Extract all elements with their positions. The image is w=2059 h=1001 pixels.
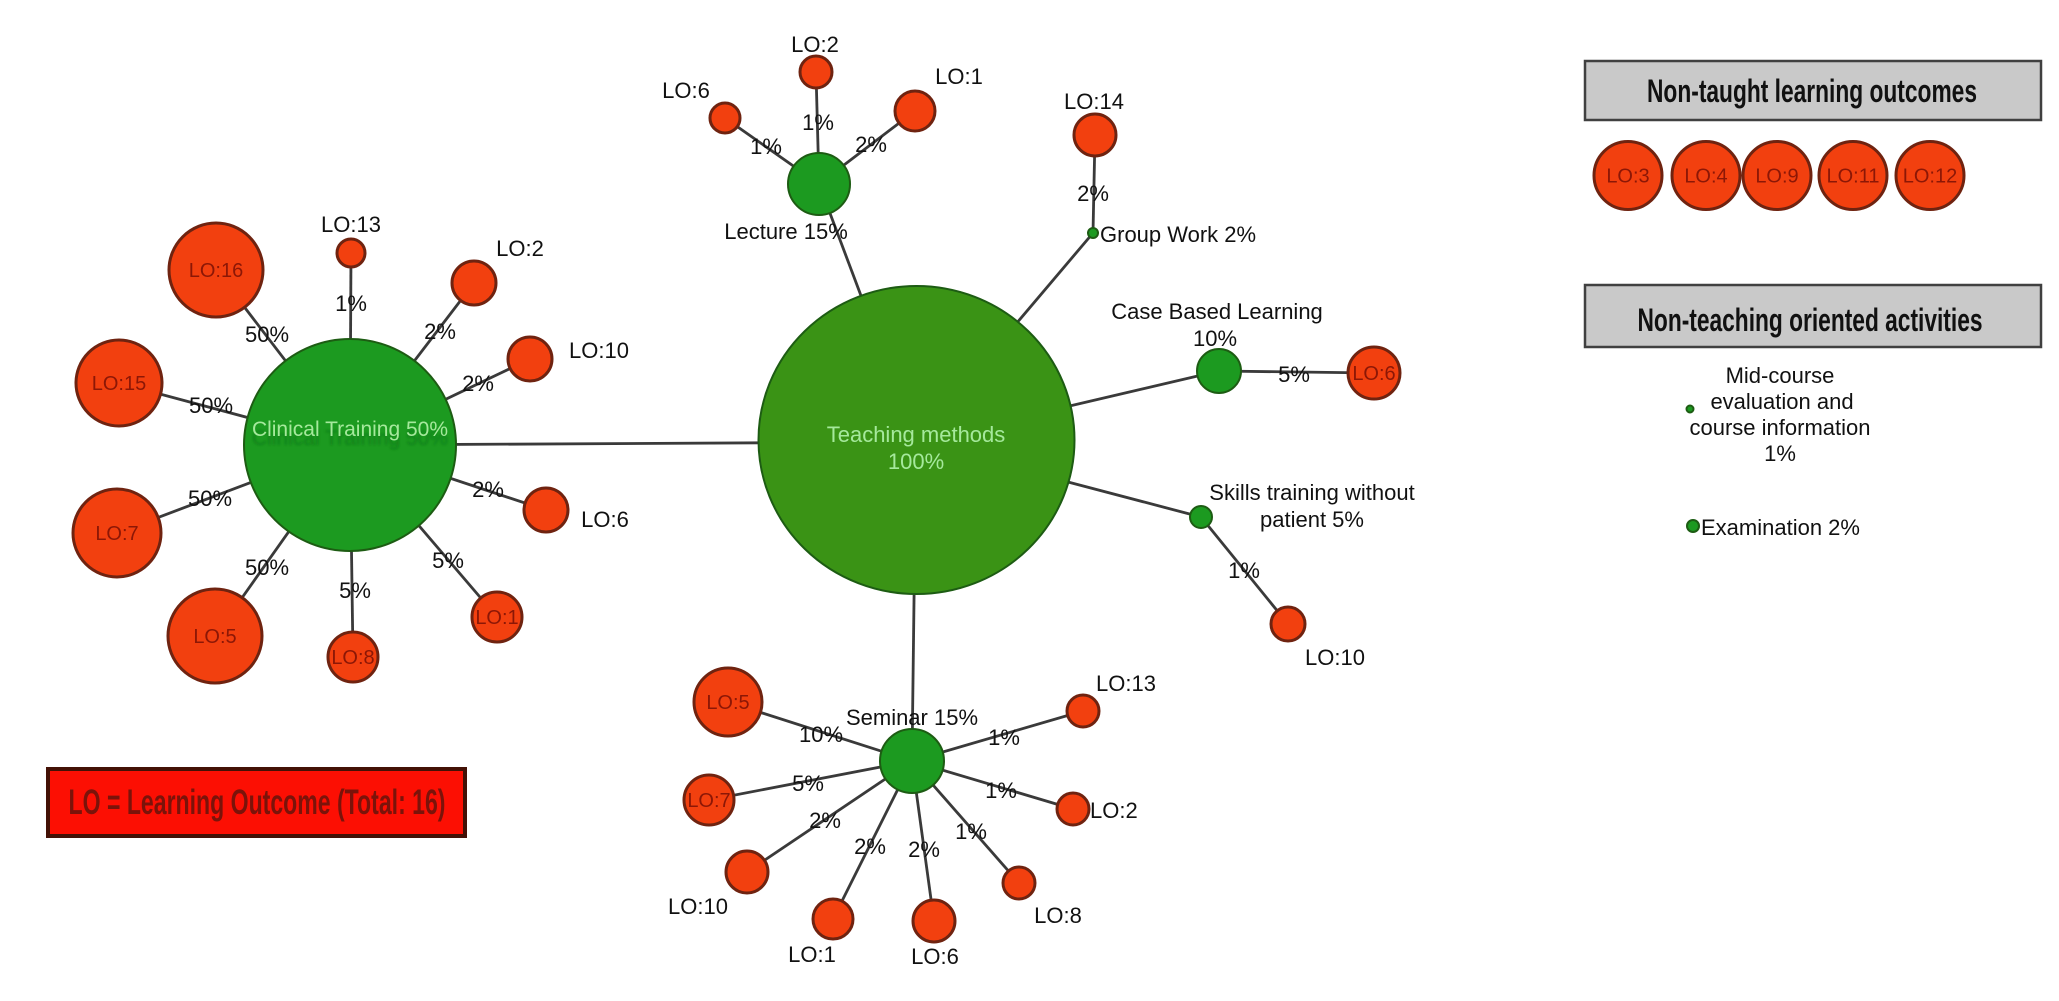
svg-text:1%: 1% bbox=[1764, 441, 1796, 466]
svg-text:5%: 5% bbox=[339, 578, 371, 603]
svg-text:100%: 100% bbox=[888, 449, 944, 474]
svg-text:10%: 10% bbox=[1193, 326, 1237, 351]
svg-text:1%: 1% bbox=[1228, 558, 1260, 583]
svg-text:patient 5%: patient 5% bbox=[1260, 507, 1364, 532]
svg-text:LO:7: LO:7 bbox=[687, 790, 730, 812]
svg-text:50%: 50% bbox=[188, 486, 232, 511]
svg-text:LO:5: LO:5 bbox=[193, 626, 236, 648]
svg-text:LO:7: LO:7 bbox=[95, 523, 138, 545]
svg-text:LO:9: LO:9 bbox=[1755, 166, 1798, 188]
svg-text:LO:6: LO:6 bbox=[911, 944, 959, 969]
svg-text:LO:13: LO:13 bbox=[1096, 671, 1156, 696]
svg-text:1%: 1% bbox=[750, 134, 782, 159]
svg-text:1%: 1% bbox=[802, 110, 834, 135]
svg-text:LO:13: LO:13 bbox=[321, 212, 381, 237]
svg-text:2%: 2% bbox=[908, 837, 940, 862]
svg-text:LO:8: LO:8 bbox=[1034, 903, 1082, 928]
svg-text:2%: 2% bbox=[424, 319, 456, 344]
svg-text:LO:5: LO:5 bbox=[706, 692, 749, 714]
svg-text:2%: 2% bbox=[472, 477, 504, 502]
svg-text:LO:16: LO:16 bbox=[189, 260, 243, 282]
svg-text:Non-teaching oriented activiti: Non-teaching oriented activities bbox=[1638, 302, 1983, 338]
svg-text:Mid-course: Mid-course bbox=[1726, 363, 1835, 388]
svg-text:LO:3: LO:3 bbox=[1606, 166, 1649, 188]
svg-text:LO:2: LO:2 bbox=[496, 236, 544, 261]
svg-text:LO:1: LO:1 bbox=[788, 942, 836, 967]
svg-text:2%: 2% bbox=[855, 132, 887, 157]
svg-text:Clinical Training 50%: Clinical Training 50% bbox=[252, 427, 448, 450]
svg-text:50%: 50% bbox=[245, 555, 289, 580]
svg-text:LO:6: LO:6 bbox=[662, 78, 710, 103]
svg-text:2%: 2% bbox=[854, 834, 886, 859]
svg-text:5%: 5% bbox=[432, 548, 464, 573]
svg-text:2%: 2% bbox=[1077, 181, 1109, 206]
svg-text:50%: 50% bbox=[245, 322, 289, 347]
svg-text:Teaching methods: Teaching methods bbox=[827, 422, 1006, 447]
svg-text:50%: 50% bbox=[189, 393, 233, 418]
svg-text:LO:15: LO:15 bbox=[92, 373, 146, 395]
svg-text:1%: 1% bbox=[988, 725, 1020, 750]
svg-text:2%: 2% bbox=[462, 371, 494, 396]
svg-text:LO:2: LO:2 bbox=[1090, 798, 1138, 823]
svg-text:LO:10: LO:10 bbox=[1305, 645, 1365, 670]
svg-text:5%: 5% bbox=[1278, 362, 1310, 387]
svg-text:LO:8: LO:8 bbox=[331, 647, 374, 669]
svg-text:LO:14: LO:14 bbox=[1064, 89, 1124, 114]
svg-text:Seminar 15%: Seminar 15% bbox=[846, 705, 978, 730]
svg-text:Lecture 15%: Lecture 15% bbox=[724, 219, 848, 244]
svg-text:LO:12: LO:12 bbox=[1903, 166, 1957, 188]
svg-text:LO:10: LO:10 bbox=[668, 894, 728, 919]
svg-text:2%: 2% bbox=[809, 808, 841, 833]
svg-text:Case Based Learning: Case Based Learning bbox=[1111, 299, 1323, 324]
svg-text:Group Work 2%: Group Work 2% bbox=[1100, 222, 1256, 247]
svg-text:1%: 1% bbox=[985, 778, 1017, 803]
svg-text:1%: 1% bbox=[955, 819, 987, 844]
svg-text:LO:4: LO:4 bbox=[1684, 166, 1727, 188]
svg-text:LO:6: LO:6 bbox=[581, 507, 629, 532]
svg-text:LO:2: LO:2 bbox=[791, 32, 839, 57]
svg-text:LO:1: LO:1 bbox=[475, 607, 518, 629]
svg-text:1%: 1% bbox=[335, 291, 367, 316]
svg-text:Clinical Training 50%: Clinical Training 50% bbox=[252, 418, 448, 441]
svg-text:Examination 2%: Examination 2% bbox=[1701, 515, 1860, 540]
svg-text:LO:10: LO:10 bbox=[569, 338, 629, 363]
svg-text:LO:11: LO:11 bbox=[1827, 166, 1880, 188]
svg-text:LO:1: LO:1 bbox=[935, 64, 983, 89]
svg-text:LO = Learning Outcome (Total:: LO = Learning Outcome (Total: 16) bbox=[69, 783, 446, 822]
svg-text:evaluation and: evaluation and bbox=[1710, 389, 1853, 414]
svg-text:course information: course information bbox=[1690, 415, 1871, 440]
svg-text:Non-taught learning outcomes: Non-taught learning outcomes bbox=[1647, 73, 1977, 109]
svg-text:LO:6: LO:6 bbox=[1352, 363, 1395, 385]
svg-text:10%: 10% bbox=[799, 722, 843, 747]
svg-text:5%: 5% bbox=[792, 771, 824, 796]
svg-text:Skills training without: Skills training without bbox=[1209, 480, 1414, 505]
